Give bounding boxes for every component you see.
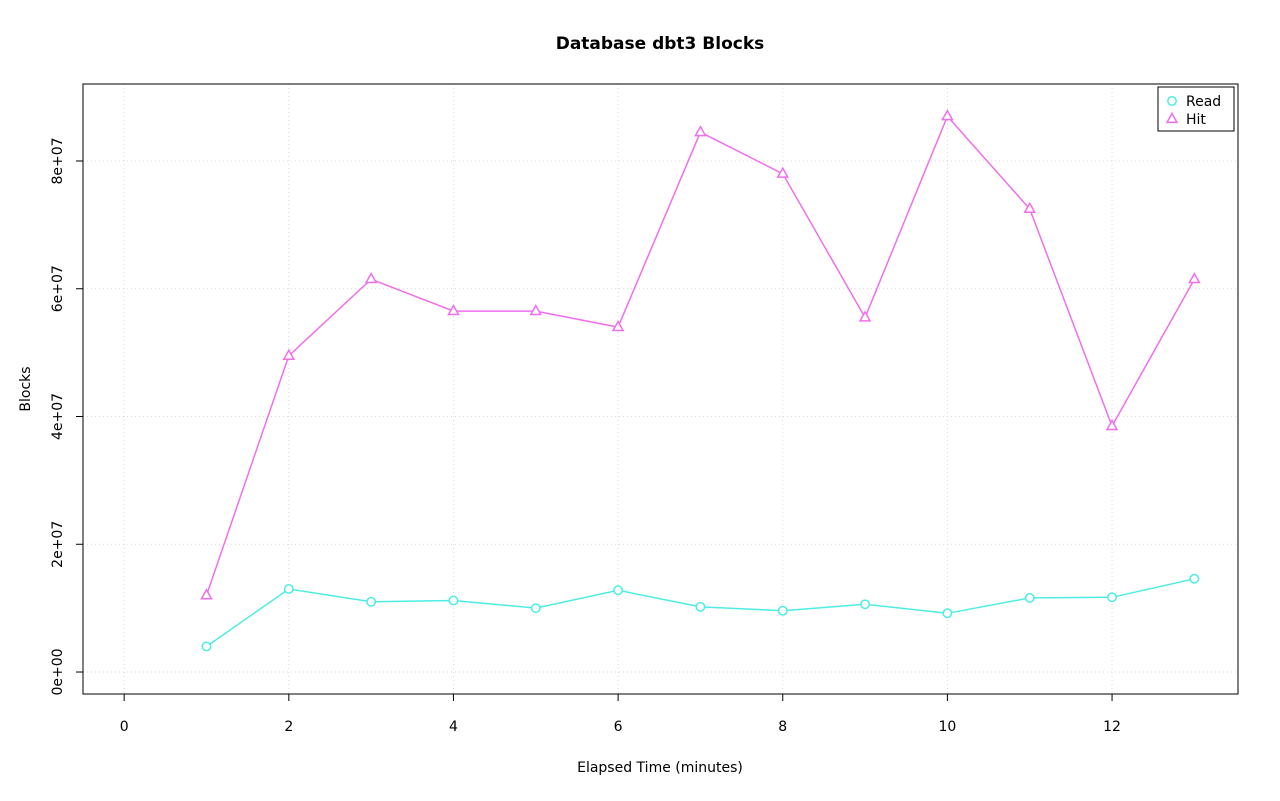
marker-triangle-hit [1023, 201, 1036, 214]
marker-triangle-hit [941, 109, 954, 121]
x-axis-label: Elapsed Time (minutes) [577, 760, 743, 776]
y-tick-label: 4e+07 [50, 393, 66, 440]
marker-triangle-hit [611, 319, 625, 332]
marker-triangle-hit [694, 125, 707, 137]
ticks-layer: 0 2 4 6 8 10 12 0e+00 2e+07 4e+07 6e+07 8e+07 [50, 137, 1121, 735]
marker-circle-read [201, 641, 212, 652]
y-tick-label: 8e+07 [50, 137, 66, 184]
marker-triangle-hit [1105, 418, 1119, 431]
marker-triangle-hit [1188, 272, 1201, 284]
series-line-read [206, 578, 1195, 648]
x-tick-label: 6 [614, 719, 623, 735]
y-tick-label: 6e+07 [50, 265, 66, 312]
y-axis-label: Blocks [18, 366, 34, 411]
legend-marker-triangle [1165, 111, 1179, 124]
y-tick-label: 2e+07 [50, 521, 66, 568]
marker-circle-read [1107, 592, 1117, 603]
marker-triangle-hit [447, 303, 460, 316]
legend-label-hit: Hit [1186, 112, 1206, 128]
grid-layer [83, 84, 1238, 694]
marker-triangle-hit [364, 272, 378, 284]
marker-triangle-hit [858, 310, 872, 322]
marker-circle-read [1189, 573, 1200, 584]
marker-circle-read [448, 595, 459, 606]
legend-label-read: Read [1186, 94, 1221, 110]
marker-triangle-hit [776, 166, 790, 178]
marker-circle-read [695, 601, 706, 612]
chart-title: Database dbt3 Blocks [556, 34, 765, 54]
plot-border [82, 83, 1239, 695]
marker-circle-read [366, 596, 377, 607]
marker-circle-read [777, 605, 788, 616]
x-tick-label: 12 [1103, 719, 1121, 735]
marker-circle-read [860, 599, 871, 610]
x-tick-label: 4 [449, 719, 458, 735]
marker-circle-read [613, 585, 624, 596]
marker-circle-read [942, 608, 953, 619]
x-tick-label: 8 [778, 719, 787, 735]
marker-circle-read [1024, 592, 1035, 603]
marker-circle-read [283, 584, 294, 594]
legend: Read Hit [1157, 86, 1235, 132]
marker-triangle-hit [529, 303, 543, 316]
x-tick-label: 0 [120, 719, 129, 735]
legend-marker-circle [1167, 96, 1177, 106]
series-line-hit [205, 114, 1196, 596]
y-tick-label: 0e+00 [50, 648, 66, 695]
marker-triangle-hit [282, 348, 296, 360]
legend-box [1157, 86, 1235, 132]
marker-circle-read [530, 603, 541, 614]
x-tick-label: 2 [284, 719, 293, 735]
x-tick-label: 10 [938, 719, 956, 735]
series-layer [200, 109, 1201, 652]
marker-triangle-hit [200, 588, 213, 600]
